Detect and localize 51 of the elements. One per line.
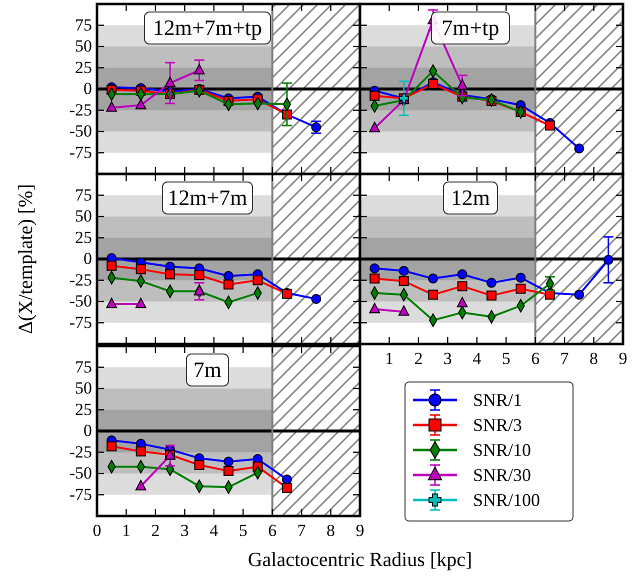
x-tick-label: 8 xyxy=(590,349,598,368)
legend-label: SNR/100 xyxy=(473,490,540,510)
x-tick-label: 5 xyxy=(502,349,510,368)
y-axis-title: Δ(X/template) [%] xyxy=(15,184,37,334)
x-tick-label: 1 xyxy=(122,521,130,540)
x-tick-label: 9 xyxy=(618,349,628,368)
x-tick-label: 2 xyxy=(414,349,423,368)
x-tick-label: 9 xyxy=(356,521,364,540)
y-tick-label: 50 xyxy=(75,206,92,226)
legend-label: SNR/30 xyxy=(473,465,532,485)
x-tick-label: 6 xyxy=(268,521,277,540)
y-tick-label: 0 xyxy=(84,249,92,268)
y-tick-label: -25 xyxy=(69,270,92,290)
y-tick-label: -50 xyxy=(69,464,92,482)
text: 12m+7m+tp xyxy=(152,15,262,40)
x-axis-title: Galactocentric Radius [kpc] xyxy=(248,549,472,571)
x-tick-label: 6 xyxy=(531,349,540,368)
y-tick-label: 0 xyxy=(84,421,92,440)
y-tick-label: 25 xyxy=(75,400,92,419)
x-tick-label: 7 xyxy=(297,521,306,540)
y-tick-label: 25 xyxy=(75,58,92,77)
x-tick-label: 5 xyxy=(238,521,248,540)
y-tick-label: -50 xyxy=(69,292,92,310)
y-tick-label: -75 xyxy=(69,484,92,504)
y-tick-label: 25 xyxy=(75,228,92,247)
text: 12m+7m xyxy=(168,185,248,210)
y-tick-label: 50 xyxy=(75,378,92,398)
x-tick-label: 3 xyxy=(180,521,189,540)
y-tick-label: -25 xyxy=(69,100,92,120)
x-tick-label: 7 xyxy=(560,349,570,368)
y-tick-label: -75 xyxy=(69,142,92,162)
x-tick-label: 1 xyxy=(384,349,394,368)
y-tick-label: -50 xyxy=(69,122,92,140)
x-tick-label: 8 xyxy=(326,521,336,540)
x-tick-label: 4 xyxy=(472,349,482,368)
y-tick-label: -75 xyxy=(69,312,92,332)
text: 7m+tp xyxy=(442,15,500,40)
text: 7m xyxy=(193,357,222,382)
x-tick-label: 4 xyxy=(210,521,219,540)
legend-label: SNR/3 xyxy=(473,415,522,435)
y-tick-label: 0 xyxy=(84,79,92,98)
y-tick-label: 75 xyxy=(75,15,92,34)
text: 12m xyxy=(450,185,490,210)
legend-label: SNR/1 xyxy=(473,390,522,410)
legend-label: SNR/10 xyxy=(473,440,532,460)
y-tick-label: 75 xyxy=(75,357,92,376)
y-tick-label: -25 xyxy=(69,442,92,462)
y-tick-label: 75 xyxy=(75,185,92,204)
x-tick-label: 3 xyxy=(443,349,452,368)
y-tick-label: 50 xyxy=(75,36,92,56)
x-tick-label: 2 xyxy=(151,521,160,540)
